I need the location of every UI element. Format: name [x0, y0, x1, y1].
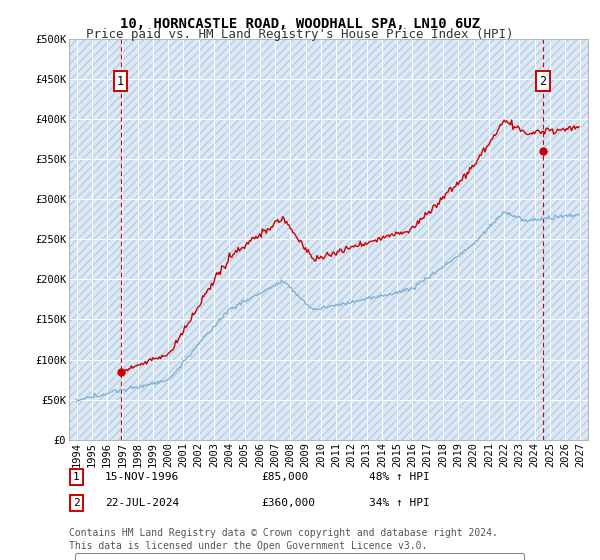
Text: 2: 2 [539, 74, 547, 88]
Text: 1: 1 [117, 74, 124, 88]
Legend: 10, HORNCASTLE ROAD, WOODHALL SPA, LN10 6UZ (detached house), HPI: Average price: 10, HORNCASTLE ROAD, WOODHALL SPA, LN10 … [74, 553, 524, 560]
Text: 15-NOV-1996: 15-NOV-1996 [105, 472, 179, 482]
Text: Price paid vs. HM Land Registry's House Price Index (HPI): Price paid vs. HM Land Registry's House … [86, 28, 514, 41]
Text: Contains HM Land Registry data © Crown copyright and database right 2024.
This d: Contains HM Land Registry data © Crown c… [69, 528, 498, 550]
Text: 10, HORNCASTLE ROAD, WOODHALL SPA, LN10 6UZ: 10, HORNCASTLE ROAD, WOODHALL SPA, LN10 … [120, 17, 480, 31]
Text: 48% ↑ HPI: 48% ↑ HPI [369, 472, 430, 482]
Text: £360,000: £360,000 [261, 498, 315, 508]
Text: 2: 2 [73, 498, 80, 508]
Text: 1: 1 [73, 472, 80, 482]
Text: 34% ↑ HPI: 34% ↑ HPI [369, 498, 430, 508]
Text: 22-JUL-2024: 22-JUL-2024 [105, 498, 179, 508]
Text: £85,000: £85,000 [261, 472, 308, 482]
